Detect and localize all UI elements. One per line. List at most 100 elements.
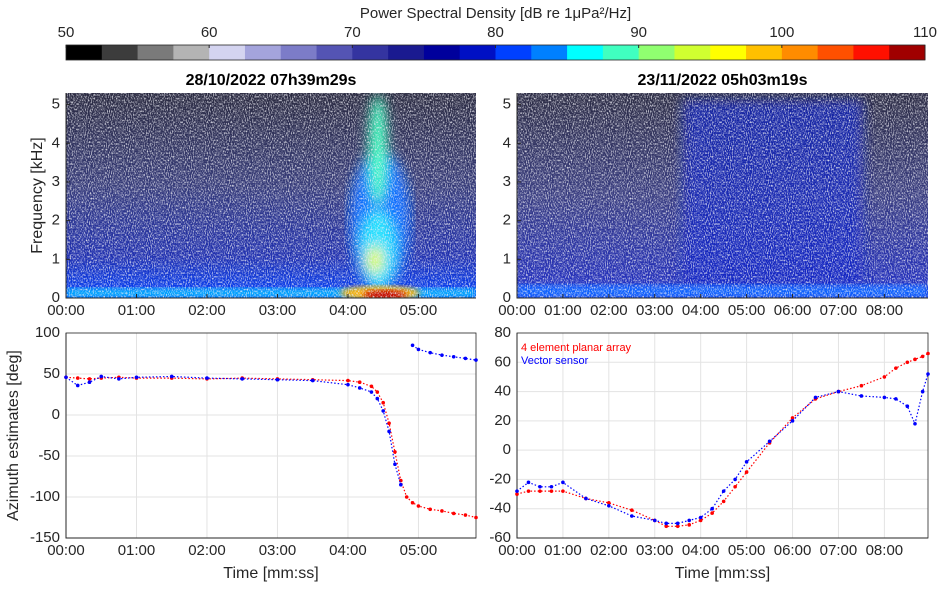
data-point xyxy=(630,508,634,512)
y-tick-label: 0 xyxy=(52,406,60,423)
data-point xyxy=(790,416,795,420)
y-tick-label: 0 xyxy=(503,289,511,306)
axis-line xyxy=(516,333,928,539)
colorbar-segment xyxy=(638,45,675,60)
x-tick-label: 00:00 xyxy=(47,302,85,319)
legend-entry: 4 element planar array xyxy=(521,342,632,354)
data-point xyxy=(205,376,209,380)
x-tick-label: 03:00 xyxy=(259,542,297,559)
data-point xyxy=(393,450,397,454)
y-tick-label: 3 xyxy=(52,173,60,190)
data-point xyxy=(240,377,245,381)
data-point xyxy=(428,350,432,355)
data-point xyxy=(410,500,415,505)
x-tick-label: 08:00 xyxy=(866,302,904,319)
colorbar-segment xyxy=(101,45,139,60)
data-point xyxy=(387,429,391,434)
colorbar-segment xyxy=(817,45,854,60)
x-tick-label: 02:00 xyxy=(188,542,226,559)
data-point xyxy=(687,523,692,527)
data-point xyxy=(416,347,421,352)
y-tick-label: 5 xyxy=(52,96,60,113)
y-tick-label: 2 xyxy=(52,212,60,229)
data-point xyxy=(767,439,772,444)
axis-line xyxy=(516,93,928,299)
colorbar-segment xyxy=(209,45,246,60)
colorbar-segment xyxy=(173,45,210,60)
series-line xyxy=(65,376,477,519)
y-tick-label: -60 xyxy=(489,529,511,546)
data-point xyxy=(99,374,104,379)
data-point xyxy=(859,383,864,388)
data-point xyxy=(905,360,910,365)
data-point xyxy=(357,380,362,385)
data-point xyxy=(584,496,588,501)
data-point xyxy=(515,489,519,493)
y-tick-label: -150 xyxy=(30,529,60,546)
data-point xyxy=(561,480,565,485)
data-point xyxy=(698,518,703,523)
y-tick-label: 20 xyxy=(494,412,511,429)
y-tick-label: 100 xyxy=(35,324,60,341)
data-point xyxy=(721,489,726,493)
colorbar-tick-label: 90 xyxy=(630,24,647,41)
chart-title: 23/11/2022 05h03m19s xyxy=(638,72,808,89)
data-point xyxy=(630,514,634,518)
x-tick-label: 01:00 xyxy=(118,302,156,319)
colorbar-segment xyxy=(352,45,389,60)
colorbar-tick-label: 60 xyxy=(201,24,218,41)
data-point xyxy=(369,390,374,394)
y-tick-label: 5 xyxy=(503,96,511,113)
x-tick-label: 00:00 xyxy=(498,302,536,319)
data-point xyxy=(381,400,385,405)
colorbar-segment xyxy=(889,45,926,60)
colorbar-segment xyxy=(710,45,747,60)
data-point xyxy=(134,375,139,380)
data-point xyxy=(375,396,380,401)
data-point xyxy=(440,509,444,513)
x-tick-label: 06:00 xyxy=(774,542,812,559)
x-tick-label: 04:00 xyxy=(329,542,367,559)
colorbar-tick-label: 80 xyxy=(487,24,504,41)
colorbar-segment xyxy=(674,45,711,60)
data-point xyxy=(451,354,456,359)
data-point xyxy=(664,521,669,526)
data-point xyxy=(346,378,350,383)
x-tick-label: 03:00 xyxy=(636,542,674,559)
data-point xyxy=(926,351,930,356)
axis-line xyxy=(65,93,476,299)
colorbar-segment xyxy=(280,45,318,60)
colorbar-tick-label: 50 xyxy=(58,24,75,41)
colorbar-segment xyxy=(567,45,604,60)
data-point xyxy=(387,421,391,426)
colorbar-segment xyxy=(244,45,282,60)
colorbar-tick-label: 110 xyxy=(913,24,937,41)
data-point xyxy=(538,489,542,493)
colorbar-segment xyxy=(459,45,496,60)
data-point xyxy=(859,394,864,398)
data-point xyxy=(538,484,542,489)
colorbar-segment xyxy=(388,45,425,60)
axes-frame xyxy=(65,332,477,539)
data-point xyxy=(549,489,554,493)
data-point xyxy=(894,397,898,401)
colorbar-segment xyxy=(66,45,103,60)
data-point xyxy=(652,518,657,523)
data-point xyxy=(607,501,611,505)
spectrogram-image xyxy=(517,93,928,298)
spectrogram-image xyxy=(66,93,476,298)
data-point xyxy=(75,383,80,388)
data-point xyxy=(463,356,468,361)
data-point xyxy=(836,389,841,394)
x-tick-label: 07:00 xyxy=(820,542,858,559)
x-tick-label: 05:00 xyxy=(400,542,438,559)
data-point xyxy=(428,507,432,512)
x-axis-label: Time [mm:ss] xyxy=(675,565,770,582)
data-point xyxy=(357,386,362,390)
y-tick-label: 4 xyxy=(52,134,60,151)
colorbar-segment xyxy=(423,45,461,60)
y-tick-label: 50 xyxy=(43,365,60,382)
x-tick-label: 01:00 xyxy=(544,302,582,319)
y-axis-label: Frequency [kHz] xyxy=(29,137,46,253)
colorbar-segment xyxy=(781,45,819,60)
